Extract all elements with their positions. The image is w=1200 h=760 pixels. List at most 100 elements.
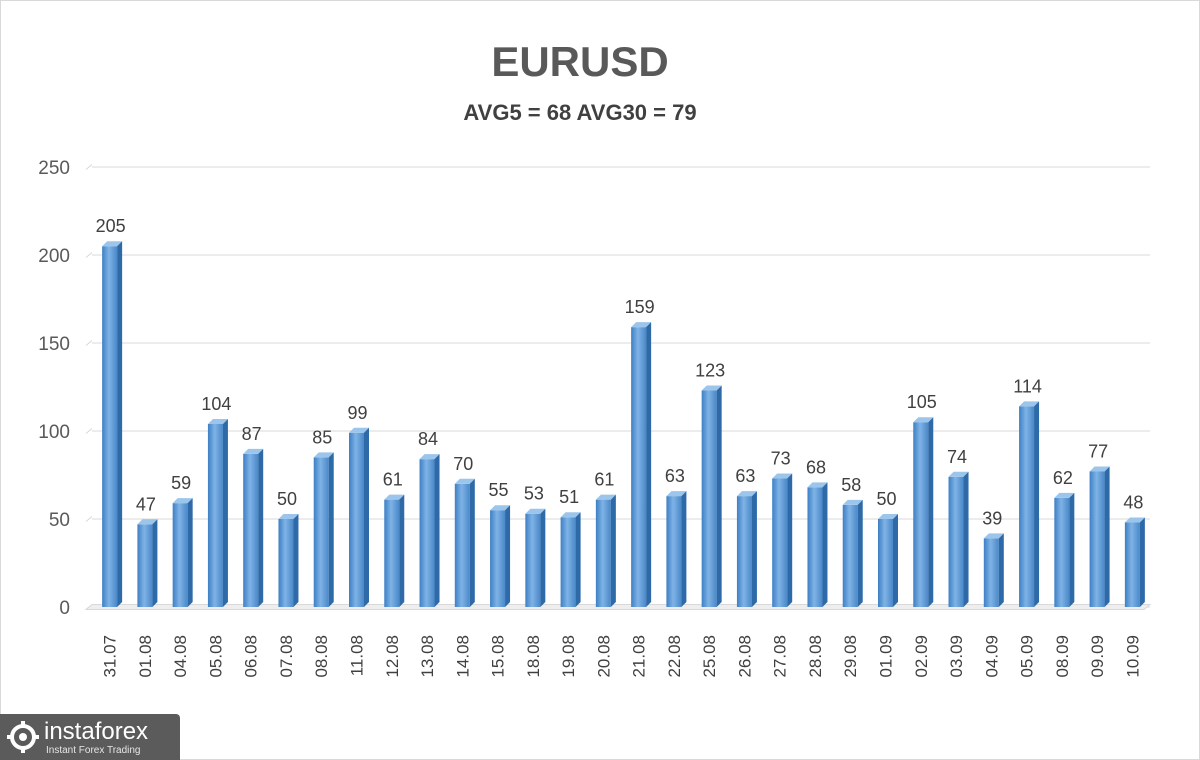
x-tick-label: 01.09 xyxy=(877,635,896,678)
bar-side xyxy=(1139,517,1145,607)
bar xyxy=(1089,466,1110,607)
bar-front xyxy=(490,510,506,607)
bar-front xyxy=(454,483,470,607)
gear-icon xyxy=(7,721,39,753)
bar-top xyxy=(490,505,511,511)
bar xyxy=(666,491,687,607)
bar-side xyxy=(1034,401,1040,607)
data-label: 63 xyxy=(735,466,755,486)
bar-side xyxy=(434,454,440,607)
bar xyxy=(736,491,757,607)
bar xyxy=(1054,492,1075,607)
bar-side xyxy=(751,491,757,607)
gridline-depth xyxy=(85,516,93,522)
x-tick-label: 28.08 xyxy=(806,635,825,678)
bar xyxy=(631,322,652,607)
y-axis-ticks: 0 50 100 150 200 250 xyxy=(38,158,70,619)
x-tick-label: 25.08 xyxy=(700,635,719,678)
x-tick-label: 11.08 xyxy=(348,635,367,676)
bar-top xyxy=(736,491,757,497)
x-tick-label: 03.09 xyxy=(947,635,966,678)
chart-title: EURUSD xyxy=(491,38,669,85)
x-tick-label: 08.08 xyxy=(312,635,331,678)
bar-front xyxy=(772,478,788,607)
bar-top xyxy=(983,533,1004,539)
bar-side xyxy=(399,494,405,607)
gridline-depth xyxy=(85,428,93,434)
bar-side xyxy=(258,448,264,607)
bar-chart: 0 50 100 150 200 250 205 47 59 104 87 50 85 99 61 84 70… xyxy=(38,158,1152,678)
bar-front xyxy=(666,496,682,607)
bar-side xyxy=(716,385,722,607)
x-tick-label: 19.08 xyxy=(559,635,578,678)
bar-side xyxy=(646,322,652,607)
bar-front xyxy=(349,432,364,607)
bar-front xyxy=(736,496,752,607)
data-label: 62 xyxy=(1053,468,1073,488)
bar-side xyxy=(364,427,369,607)
x-tick-label: 21.08 xyxy=(630,635,649,678)
bar-front xyxy=(842,504,858,607)
bar xyxy=(349,427,369,607)
bar-side xyxy=(787,473,793,607)
x-tick-label: 15.08 xyxy=(489,635,508,678)
y-tick-label: 0 xyxy=(59,598,70,619)
data-label: 63 xyxy=(665,466,685,486)
x-tick-label: 09.09 xyxy=(1088,635,1107,678)
data-label: 84 xyxy=(418,429,438,449)
bar-side xyxy=(1069,492,1075,607)
data-label: 85 xyxy=(312,427,332,447)
bar-top xyxy=(313,452,334,458)
y-tick-label: 200 xyxy=(38,246,70,267)
data-label: 61 xyxy=(594,470,614,490)
data-label: 39 xyxy=(982,508,1002,528)
bar xyxy=(701,385,722,607)
bar-front xyxy=(384,499,400,607)
bar-front xyxy=(1124,522,1140,607)
x-tick-label: 05.08 xyxy=(206,635,225,678)
bar-top xyxy=(102,241,123,247)
data-label: 53 xyxy=(524,484,544,504)
data-label: 104 xyxy=(201,394,231,414)
bar-front xyxy=(913,422,929,607)
bar-side xyxy=(117,241,123,607)
bar-side xyxy=(222,418,228,607)
bar-front xyxy=(207,423,223,607)
data-label: 114 xyxy=(1013,376,1042,396)
bars xyxy=(102,241,1145,607)
x-tick-label: 22.08 xyxy=(665,635,684,678)
bar-top xyxy=(207,418,228,424)
bar xyxy=(595,494,616,607)
x-tick-label: 04.08 xyxy=(171,635,190,678)
bar-top xyxy=(419,454,440,460)
x-tick-label: 08.09 xyxy=(1053,635,1072,678)
data-label: 50 xyxy=(277,489,297,509)
bar xyxy=(207,418,228,607)
bar-top xyxy=(172,498,193,504)
y-tick-label: 250 xyxy=(38,158,70,179)
bar-top xyxy=(595,494,616,500)
bar-side xyxy=(893,514,898,607)
bar-top xyxy=(349,427,369,433)
bar-top xyxy=(913,417,934,423)
data-label: 99 xyxy=(347,403,367,423)
bar xyxy=(313,452,334,607)
x-tick-label: 20.08 xyxy=(594,635,613,678)
bar-top xyxy=(243,448,264,454)
bar xyxy=(172,498,193,607)
data-label: 73 xyxy=(771,449,791,469)
bar-side xyxy=(505,505,511,607)
data-label: 123 xyxy=(695,361,725,381)
bar-front xyxy=(948,476,964,607)
x-tick-label: 29.08 xyxy=(841,635,860,678)
data-label: 70 xyxy=(453,454,473,474)
chart-subtitle: AVG5 = 68 AVG30 = 79 xyxy=(463,100,697,125)
bar-side xyxy=(998,533,1004,607)
bar-side xyxy=(328,452,334,607)
data-label: 74 xyxy=(947,447,967,467)
bar-front xyxy=(983,538,999,607)
data-label: 68 xyxy=(806,457,826,477)
x-tick-label: 01.08 xyxy=(136,635,155,678)
bar-front xyxy=(1019,406,1035,607)
y-tick-label: 150 xyxy=(38,334,70,355)
